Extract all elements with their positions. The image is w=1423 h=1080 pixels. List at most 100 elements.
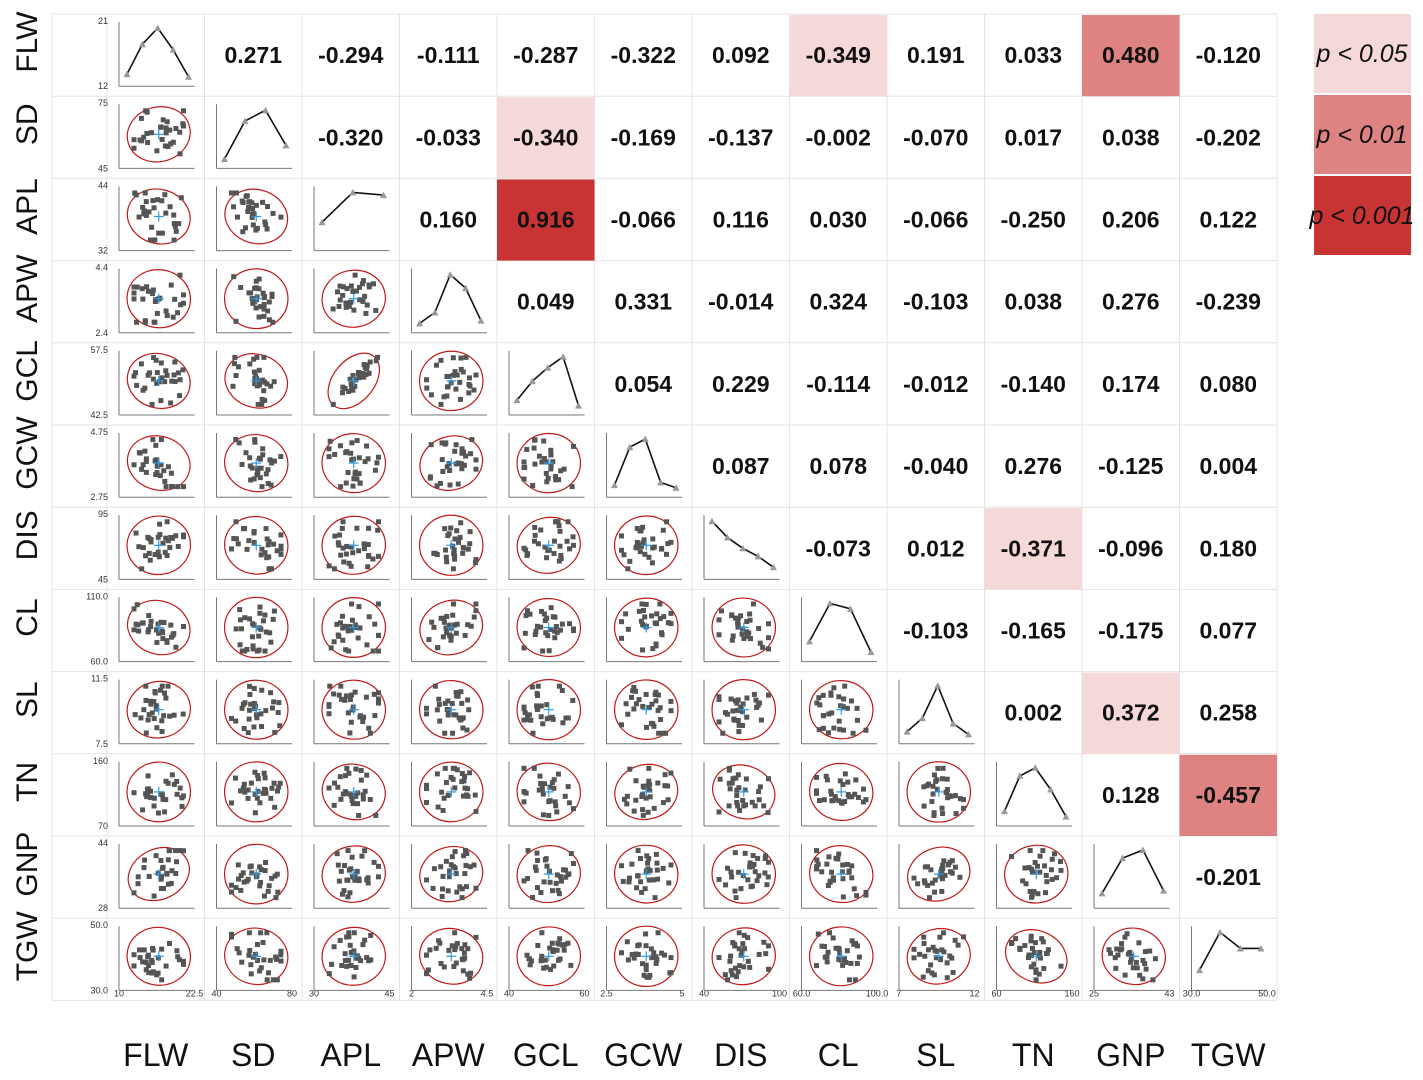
data-point [351,930,357,936]
distribution-point [641,435,649,442]
distribution-point [349,188,357,196]
data-point [247,616,253,622]
data-point [559,687,565,693]
data-point [370,648,376,654]
data-point [648,720,654,726]
data-point [261,893,267,899]
data-point [530,483,536,489]
data-point [464,851,470,857]
data-point [363,371,369,377]
data-point [236,440,242,446]
data-point [732,941,738,947]
confidence-ellipse [808,926,874,987]
data-point [163,130,169,136]
data-point [846,869,852,875]
data-point [442,700,448,706]
data-point [258,711,264,717]
data-point [340,625,346,631]
data-point [239,461,245,467]
data-point [747,611,753,617]
data-point [631,706,637,712]
data-point [636,697,642,703]
data-point [1039,936,1045,942]
data-point [555,771,561,777]
correlation-value: 0.030 [809,207,867,233]
data-point [648,946,654,952]
data-point [722,710,728,716]
data-point [233,190,239,196]
x-tick-min: 40 [211,988,221,998]
data-point [948,793,954,799]
data-point [641,537,647,543]
data-point [375,553,381,559]
row-label: GNP [11,832,44,897]
confidence-ellipse [223,843,289,905]
distribution-point [559,353,567,360]
data-point [655,780,661,786]
correlation-value: -0.066 [903,207,968,233]
data-point [830,935,836,941]
data-point [466,375,472,381]
data-point [243,225,249,231]
data-point [241,781,247,787]
data-point [661,952,667,958]
data-point [735,707,741,713]
data-point [925,968,931,974]
data-point [733,615,739,621]
data-point [151,893,157,899]
distribution-point [380,191,387,199]
data-point [545,475,551,481]
data-point [142,385,148,391]
data-point [453,944,459,950]
data-point [251,685,257,691]
data-point [525,875,531,881]
data-point [447,868,453,874]
data-point [814,774,820,780]
data-point [621,552,627,558]
distribution-point [1257,944,1265,952]
data-point [826,730,832,736]
correlation-value: 0.191 [907,42,965,68]
confidence-ellipse [223,268,289,330]
data-point [358,777,364,783]
data-point [532,461,538,467]
data-point [666,880,672,886]
distribution-line [516,355,580,406]
data-point [156,230,162,236]
data-point [765,776,771,782]
x-tick-max: 50.0 [1258,988,1276,998]
data-point [248,962,254,968]
data-point [1041,965,1047,971]
data-point [1036,971,1042,977]
data-point [154,639,160,645]
data-point [247,455,253,461]
data-point [251,706,257,712]
column-label: GCW [604,1037,683,1073]
data-point [538,527,544,533]
distribution-point [138,40,146,48]
data-point [765,874,771,880]
data-point [265,203,271,209]
data-point [165,881,171,887]
data-point [1026,865,1032,871]
data-point [565,519,571,525]
data-point [460,725,466,731]
correlation-value: 0.229 [712,371,770,397]
data-point [169,483,175,489]
data-point [258,965,264,971]
data-point [145,372,151,378]
data-point [430,885,436,891]
data-point [155,549,161,555]
data-point [461,950,467,956]
data-point [143,967,149,973]
data-point [453,386,459,392]
data-point [1027,848,1033,854]
data-point [147,557,153,563]
data-point [344,286,350,292]
data-point [262,219,268,225]
data-point [346,867,352,873]
data-point [668,770,674,776]
data-point [459,716,465,722]
data-point [741,635,747,641]
data-point [441,795,447,801]
